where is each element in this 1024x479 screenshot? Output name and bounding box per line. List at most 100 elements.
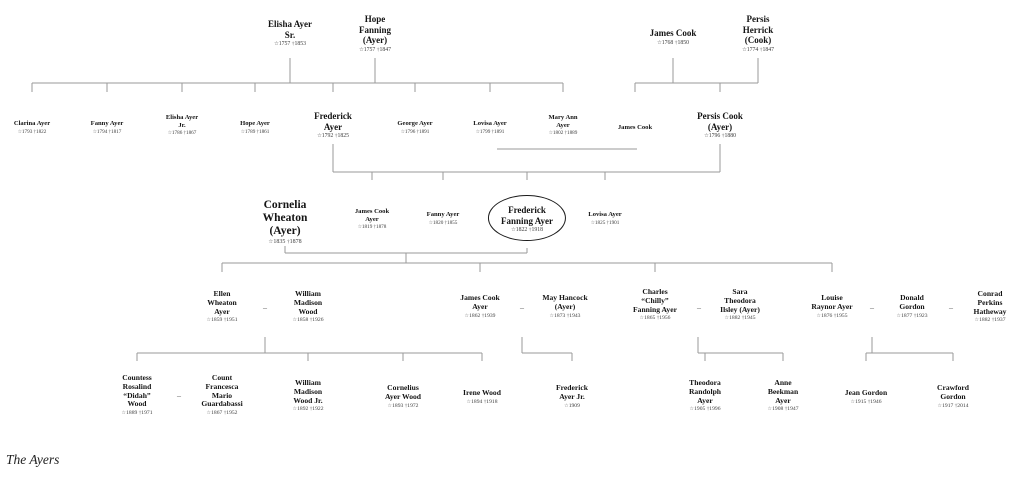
person-persis-herrick-cook: Persis Herrick (Cook) ☆1774 †1847 [742, 14, 774, 53]
birth-star-icon: ☆ [475, 129, 480, 135]
death-dagger-icon: † [416, 129, 419, 135]
person-name: James Cook Ayer [354, 208, 390, 223]
marriage-dash: – [263, 303, 267, 312]
person-dates: ☆1905 †1996 [689, 406, 721, 413]
person-name: Persis Cook (Ayer) [697, 111, 743, 132]
person-frederick-ayer-jr: Frederick Ayer Jr. ☆1909 [556, 383, 588, 409]
person-dates: ☆1820 †1855 [428, 219, 458, 226]
person-name: James Cook [649, 28, 697, 38]
person-dates: ☆1889 †1971 [121, 410, 153, 417]
birth-star-icon: ☆ [17, 129, 22, 135]
death-dagger-icon: † [334, 133, 338, 139]
person-name: Countess Rosalind “Didah” Wood [122, 373, 152, 409]
death-dagger-icon: † [256, 129, 259, 135]
marriage-dash: – [697, 303, 701, 312]
person-name: Crawford Gordon [936, 383, 970, 401]
person-james-cook-ayer-2: James Cook Ayer ☆1862 †1939 [460, 293, 500, 319]
person-name: George Ayer [397, 120, 433, 127]
person-dates: ☆1774 †1847 [741, 46, 775, 53]
person-dates: ☆1799 †1891 [475, 128, 505, 135]
person-name: Frederick Ayer [314, 111, 352, 132]
death-dagger-icon: † [706, 406, 710, 413]
person-frederick-fanning-ayer: Frederick Fanning Ayer ☆1822 †1918 [487, 195, 567, 241]
person-charles-fanning-ayer: Charles “Chilly” Fanning Ayer ☆1865 †1956 [633, 287, 677, 322]
death-dagger-icon: † [913, 312, 917, 319]
marriage-dash: – [949, 303, 953, 312]
person-name: Jean Gordon [844, 388, 888, 397]
person-dates: ☆1894 †1918 [466, 398, 498, 405]
person-dates: ☆1909 [564, 402, 580, 409]
person-dates: ☆1917 †2014 [937, 402, 969, 409]
person-name: Sara Theodora Ilsley (Ayer) [720, 287, 760, 314]
death-dagger-icon: † [373, 225, 376, 231]
birth-star-icon: ☆ [937, 402, 943, 409]
person-name: Clarina Ayer [13, 120, 51, 127]
person-irene-wood: Irene Wood ☆1894 †1918 [463, 388, 501, 405]
person-dates: ☆1876 †1955 [816, 312, 848, 319]
person-name: Persis Herrick (Cook) [742, 14, 774, 45]
death-dagger-icon: † [954, 402, 958, 409]
death-dagger-icon: † [528, 227, 532, 233]
person-james-cook-ayer-1: James Cook Ayer ☆1819 †1878 [355, 208, 389, 230]
person-name: James Cook Ayer [460, 293, 500, 311]
person-anne-beekman-ayer: Anne Beekman Ayer ☆1908 †1947 [767, 378, 799, 413]
person-dates: ☆1796 †1891 [400, 128, 430, 135]
birth-star-icon: ☆ [510, 227, 516, 233]
birth-star-icon: ☆ [703, 133, 709, 139]
death-dagger-icon: † [138, 410, 142, 417]
person-name: Fanny Ayer [90, 120, 124, 127]
person-name: Lovisa Ayer [588, 211, 622, 218]
person-dates: ☆1915 †1946 [850, 398, 882, 405]
birth-star-icon: ☆ [850, 398, 856, 405]
person-dates: ☆1908 †1947 [767, 406, 799, 413]
death-dagger-icon: † [481, 312, 485, 319]
person-elisha-ayer-jr: Elisha Ayer Jr. ☆1786 †1867 [166, 114, 198, 136]
death-dagger-icon: † [404, 402, 408, 409]
birth-star-icon: ☆ [741, 46, 747, 53]
person-dates: ☆1873 †1943 [549, 312, 581, 319]
birth-star-icon: ☆ [357, 225, 362, 231]
chart-title: The Ayers [6, 452, 60, 467]
person-persis-cook-ayer: Persis Cook (Ayer) ☆1796 †1880 [697, 111, 743, 139]
person-sara-ilsley-ayer: Sara Theodora Ilsley (Ayer) ☆1882 †1945 [720, 287, 760, 321]
person-name: Lovisa Ayer [473, 120, 507, 127]
person-theodora-randolph-ayer: Theodora Randolph Ayer ☆1905 †1996 [689, 378, 721, 413]
person-lovisa-ayer-1: Lovisa Ayer ☆1799 †1891 [473, 120, 506, 135]
person-dates: ☆1835 †1878 [268, 239, 302, 245]
person-dates: ☆1796 †1880 [703, 133, 737, 139]
person-dates: ☆1794 †1817 [92, 128, 122, 135]
birth-star-icon: ☆ [121, 410, 127, 417]
death-dagger-icon: † [656, 315, 660, 322]
person-william-madison-wood: William Madison Wood ☆1858 †1926 [292, 289, 324, 324]
birth-star-icon: ☆ [767, 406, 773, 413]
person-james-cook-1: James Cook ☆1768 †1850 [650, 28, 697, 46]
birth-star-icon: ☆ [292, 317, 298, 324]
birth-star-icon: ☆ [564, 402, 569, 409]
person-name: Conrad Perkins Hatheway [973, 289, 1007, 316]
person-ellen-wheaton-ayer: Ellen Wheaton Ayer ☆1859 †1951 [207, 289, 238, 323]
birth-star-icon: ☆ [292, 406, 298, 413]
person-name: Elisha Ayer Jr. [165, 114, 199, 129]
person-fanny-ayer-1: Fanny Ayer ☆1794 †1817 [91, 120, 124, 135]
person-dates: ☆1819 †1878 [357, 224, 387, 231]
death-dagger-icon: † [674, 39, 678, 46]
person-name: Anne Beekman Ayer [767, 378, 799, 405]
person-elisha-ayer-sr: Elisha Ayer Sr. ☆1757 †1853 [268, 19, 312, 47]
person-name: Irene Wood [463, 388, 501, 397]
person-dates: ☆1865 †1956 [639, 315, 671, 322]
marriage-dash: – [177, 391, 181, 400]
death-dagger-icon: † [759, 46, 763, 53]
person-name: May Hancock (Ayer) [542, 293, 588, 311]
death-dagger-icon: † [33, 129, 36, 135]
person-count-guardabassi: Count Francesca Mario Guardabassi ☆1867 †195… [201, 373, 242, 416]
marriage-dash: – [870, 303, 874, 312]
person-name: William Madison Wood [293, 289, 323, 316]
person-dates: ☆1882 †1937 [974, 317, 1006, 324]
birth-star-icon: ☆ [240, 129, 245, 135]
death-dagger-icon: † [606, 220, 609, 226]
person-dates: ☆1825 †1901 [590, 219, 620, 226]
person-dates: ☆1786 †1867 [167, 130, 197, 137]
person-dates: ☆1862 †1939 [464, 312, 496, 319]
death-dagger-icon: † [309, 406, 313, 413]
